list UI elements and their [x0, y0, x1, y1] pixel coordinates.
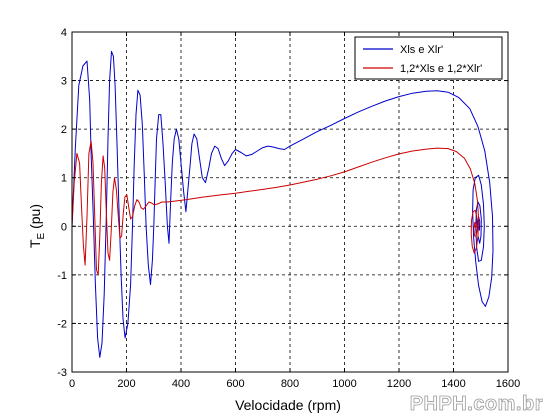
legend-label-series-1: Xls e Xlr': [400, 44, 443, 56]
y-axis-label-subscript: E: [36, 232, 47, 239]
y-tick-label: -1: [57, 270, 67, 282]
y-tick-label: 0: [61, 221, 67, 233]
legend-label-series-2: 1,2*Xls e 1,2*Xlr': [400, 63, 482, 75]
x-tick-label: 200: [117, 378, 135, 390]
x-tick-label: 800: [281, 378, 299, 390]
x-tick-label: 1400: [441, 378, 465, 390]
x-tick-label: 0: [69, 378, 75, 390]
x-axis-label: Velocidade (rpm): [235, 397, 341, 413]
y-axis-label-unit: (pu): [27, 204, 43, 233]
series-group: [71, 50, 494, 358]
x-tick-label: 1000: [332, 378, 356, 390]
y-tick-label: 3: [61, 76, 67, 88]
y-tick-label: 4: [61, 27, 67, 39]
y-tick-label: 2: [61, 124, 67, 136]
series-line-2: [71, 140, 480, 276]
y-axis-label: TE (pu): [27, 204, 47, 248]
x-tick-label: 1200: [387, 378, 411, 390]
y-tick-label: 1: [61, 173, 67, 185]
legend: Xls e Xlr' 1,2*Xls e 1,2*Xlr': [354, 36, 503, 80]
x-tick-label: 400: [172, 378, 190, 390]
y-tick-label: -3: [57, 367, 67, 379]
x-tick-label: 1600: [496, 378, 520, 390]
watermark: PHPH.com.br: [410, 393, 543, 415]
y-axis-label-main: T: [27, 239, 43, 248]
y-tick-labels: -3 -2 -1 0 1 2 3 4: [57, 27, 67, 379]
series-line-1: [71, 50, 494, 358]
x-tick-label: 600: [226, 378, 244, 390]
grid: [72, 32, 508, 372]
x-tick-labels: 0 200 400 600 800 1000 1200 1400 1600: [69, 378, 520, 390]
axis-ticks: [71, 31, 509, 373]
y-tick-label: -2: [57, 318, 67, 330]
legend-box: [354, 36, 503, 80]
